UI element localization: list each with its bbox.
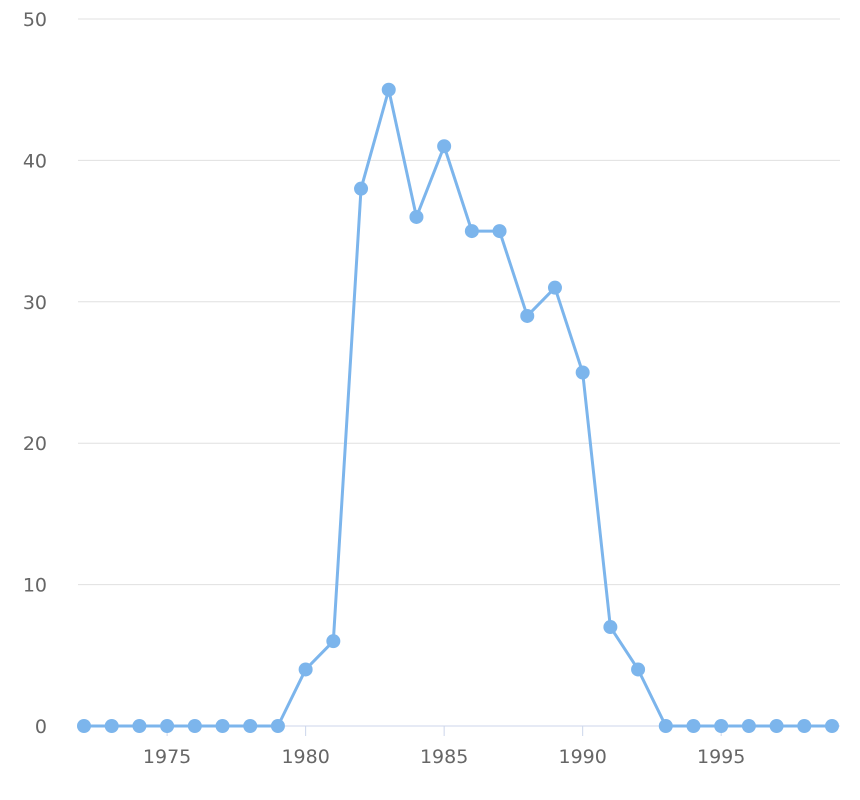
data-point-1981 xyxy=(326,634,341,649)
data-point-1999 xyxy=(825,719,839,733)
data-point-1987 xyxy=(492,224,507,239)
y-tick-label-50: 50 xyxy=(23,9,47,31)
x-tick-label-1995: 1995 xyxy=(697,746,745,768)
data-point-1985 xyxy=(437,139,452,154)
data-point-1975 xyxy=(160,719,175,733)
series-group xyxy=(77,82,839,733)
y-tick-label-0: 0 xyxy=(35,716,47,738)
x-tick-label-1975: 1975 xyxy=(143,746,191,768)
grid-lines xyxy=(78,18,840,586)
data-point-1992 xyxy=(631,662,646,677)
data-point-1989 xyxy=(547,280,562,295)
x-tick-label-1990: 1990 xyxy=(558,746,606,768)
data-point-1974 xyxy=(132,719,147,733)
data-point-1973 xyxy=(104,719,119,733)
y-axis-tick-labels: 0 10 20 30 40 50 xyxy=(23,9,47,738)
data-point-1991 xyxy=(603,620,618,635)
data-point-1995 xyxy=(714,719,729,733)
data-point-1996 xyxy=(741,719,756,733)
data-point-1980 xyxy=(298,662,313,677)
data-point-1988 xyxy=(520,308,535,323)
data-point-1997 xyxy=(769,719,784,733)
data-point-1983 xyxy=(381,82,396,97)
data-point-1982 xyxy=(354,181,369,196)
y-tick-label-40: 40 xyxy=(23,150,47,172)
data-point-1972 xyxy=(77,719,91,733)
x-tick-label-1985: 1985 xyxy=(420,746,468,768)
data-point-1998 xyxy=(797,719,812,733)
data-point-1977 xyxy=(215,719,230,733)
data-point-1994 xyxy=(686,719,701,733)
data-point-1984 xyxy=(409,209,424,224)
series-line-0 xyxy=(82,88,834,728)
x-axis-tick-labels: 1975 1980 1985 1990 1995 xyxy=(143,746,745,768)
data-point-1979 xyxy=(270,719,285,733)
y-tick-label-10: 10 xyxy=(23,575,47,597)
data-point-1993 xyxy=(658,719,673,733)
data-point-1990 xyxy=(575,365,590,380)
data-point-1976 xyxy=(187,719,202,733)
x-tick-label-1980: 1980 xyxy=(281,746,329,768)
data-point-1978 xyxy=(243,719,258,733)
data-point-1986 xyxy=(464,224,479,239)
y-tick-label-30: 30 xyxy=(23,292,47,314)
y-tick-label-20: 20 xyxy=(23,433,47,455)
